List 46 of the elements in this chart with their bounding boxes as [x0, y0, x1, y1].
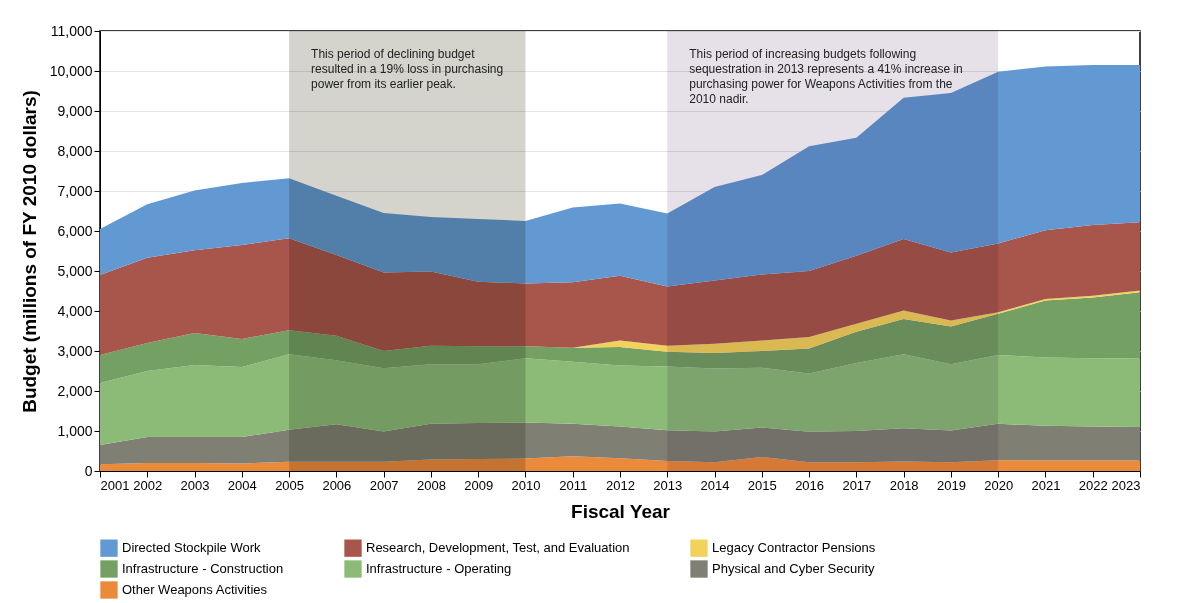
x-tick-label: 2018 — [889, 477, 919, 493]
x-tick-label: 2012 — [606, 477, 635, 493]
y-axis-title: Budget (millions of FY 2010 dollars) — [18, 90, 40, 413]
y-tick-label: 5,000 — [57, 262, 93, 279]
x-tick-label: 2020 — [984, 477, 1014, 493]
legend-label: Legacy Contractor Pensions — [712, 540, 876, 556]
x-tick-label: 2007 — [369, 477, 399, 493]
y-tick-label: 7,000 — [57, 182, 93, 199]
y-tick-label: 10,000 — [49, 62, 93, 79]
legend-label: Other Weapons Activities — [122, 582, 268, 597]
x-tick-label: 2010 — [511, 477, 541, 493]
x-tick-label: 2023 — [1111, 477, 1141, 493]
x-tick-label: 2006 — [322, 477, 352, 493]
y-tick-label: 0 — [84, 462, 93, 479]
y-tick-label: 2,000 — [57, 382, 93, 399]
x-tick-label: 2002 — [133, 477, 163, 493]
band-label: This period of increasing budgets following sequestration in 2013 represents a 41% increase in purchasing power for Weapons Activities from the 2010 nadir. — [689, 47, 963, 106]
x-tick-label: 2008 — [416, 477, 446, 493]
x-tick-label: 2016 — [795, 477, 825, 493]
y-tick-label: 9,000 — [57, 102, 93, 119]
y-tick-label: 4,000 — [57, 302, 93, 319]
x-tick-label: 2014 — [700, 477, 730, 493]
band-label: This period of declining budget resulted in a 19% loss in purchasing power from its earlier peak. — [311, 47, 504, 91]
y-tick-label: 1,000 — [57, 422, 93, 439]
legend-label: Research, Development, Test, and Evaluation — [366, 540, 630, 556]
x-tick-label: 2019 — [936, 477, 966, 493]
x-tick-label: 2022 — [1078, 477, 1108, 493]
x-tick-label: 2013 — [653, 477, 683, 493]
legend-label: Physical and Cyber Security — [712, 561, 876, 576]
x-tick-label: 2005 — [275, 477, 305, 493]
legend-label: Directed Stockpile Work — [122, 540, 261, 556]
x-tick-label: 2009 — [464, 477, 494, 493]
y-tick-label: 3,000 — [57, 342, 93, 359]
y-tick-label: 6,000 — [57, 222, 93, 239]
x-tick-label: 2001 — [100, 477, 130, 493]
x-tick-label: 2021 — [1031, 477, 1061, 493]
x-tick-label: 2011 — [559, 477, 588, 493]
legend-label: Infrastructure - Operating — [366, 561, 512, 576]
y-tick-label: 11,000 — [50, 22, 93, 39]
y-tick-label: 8,000 — [57, 142, 93, 159]
x-tick-label: 2017 — [842, 477, 872, 493]
x-axis-title: Fiscal Year — [571, 500, 671, 522]
legend-label: Infrastructure - Construction — [122, 561, 284, 576]
x-tick-label: 2003 — [180, 477, 210, 493]
x-tick-label: 2004 — [227, 477, 257, 493]
x-tick-label: 2015 — [747, 477, 777, 493]
